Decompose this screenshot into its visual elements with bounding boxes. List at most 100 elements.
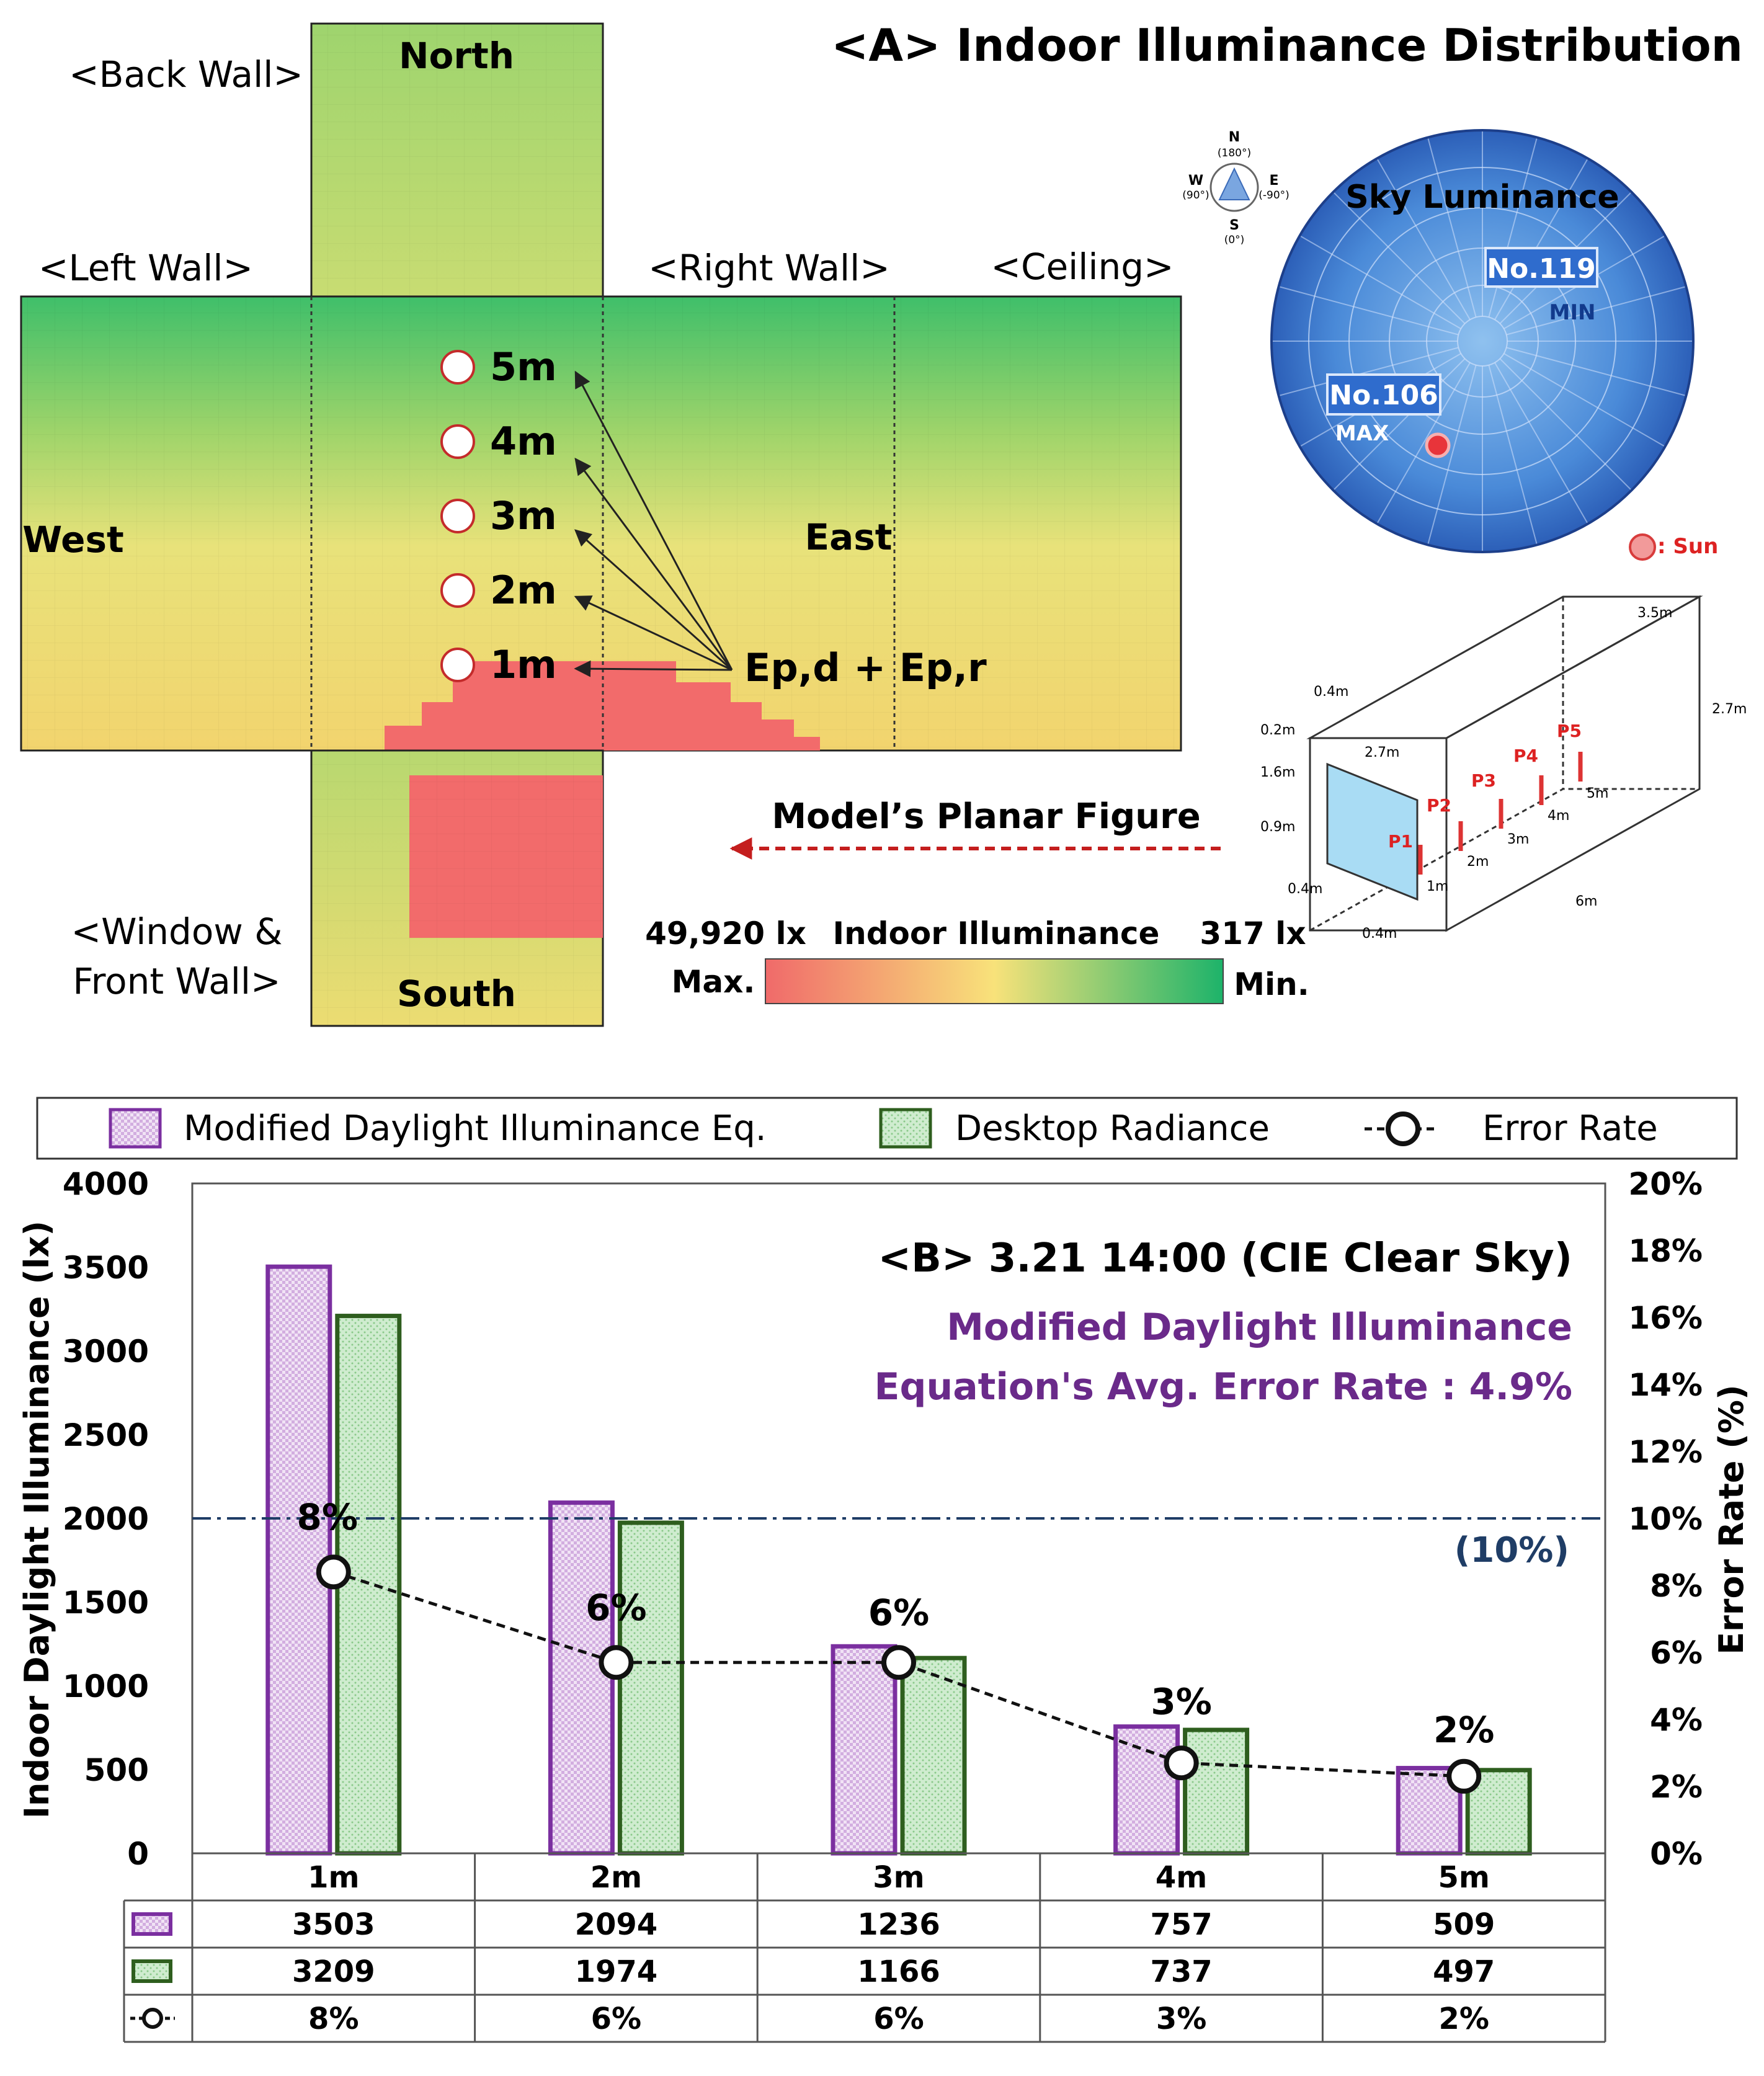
point-marker-2m <box>440 573 475 608</box>
data-table: 1m 2m 3m 4m 5m 3503 2094 1236 757 509 3209 1974 1166… <box>123 1852 1606 2043</box>
model-dimensions: 3.5m 2.7m 0.4m 0.2m 2.7m 1.6m 0.9m 0.4m … <box>1260 605 1747 942</box>
table-category-2m: 2m <box>590 1860 642 1895</box>
y2-tick-label: 16% <box>1628 1300 1703 1336</box>
y2-axis-title: Error Rate (%) <box>1712 1384 1751 1654</box>
legend-swatch-radiance <box>879 1108 932 1149</box>
arrow-2m <box>574 595 733 671</box>
min-label: MIN <box>1549 300 1596 325</box>
sun-legend-label: : Sun <box>1657 534 1718 559</box>
model-p2: P2 <box>1427 795 1451 816</box>
measurement-points: 5m 4m 3m 2m 1m Ep,d + Ep,r <box>440 344 987 690</box>
bar-radiance-3m <box>900 1655 967 1856</box>
dim-3-5m: 3.5m <box>1637 605 1672 621</box>
table-category-3m: 3m <box>873 1860 924 1895</box>
sky-spoke <box>1494 159 1588 320</box>
sky-spoke <box>1506 286 1685 336</box>
model-p1: P1 <box>1388 831 1413 852</box>
table-cell: 3% <box>1156 2002 1207 2036</box>
table-cell: 6% <box>591 2002 642 2036</box>
bar-radiance-2m <box>617 1520 684 1856</box>
point-label-2m: 2m <box>490 568 557 613</box>
error-label-5m: 2% <box>1433 1709 1494 1751</box>
window-wall-label-2: Front Wall> <box>73 960 280 1002</box>
model-window <box>1326 762 1419 901</box>
scale-min-value: 317 lx <box>1200 915 1306 951</box>
bar-modified-5m <box>1396 1766 1463 1856</box>
legend-label-error: Error Rate <box>1482 1108 1658 1149</box>
left-wall-label: <Left Wall> <box>38 247 253 289</box>
illuminance-distribution-panel: <A> Indoor Illuminance Distribution Nort… <box>20 19 1747 1027</box>
point-marker-5m <box>440 350 475 385</box>
table-category-4m: 4m <box>1156 1860 1207 1895</box>
y2-tick-label: 18% <box>1628 1233 1703 1269</box>
y-tick-label: 3000 <box>63 1334 149 1370</box>
south-label: South <box>397 973 516 1015</box>
max-label: MAX <box>1335 421 1389 446</box>
model-dist-3m: 3m <box>1507 832 1529 847</box>
arrow-1m <box>574 660 733 677</box>
sky-spoke <box>1499 358 1631 490</box>
table-cell: 757 <box>1150 1907 1212 1942</box>
point-marker-1m <box>440 648 475 682</box>
table-cell: 737 <box>1150 1954 1212 1989</box>
y-tick-label: 500 <box>84 1752 149 1788</box>
model-dist-1m: 1m <box>1427 879 1448 894</box>
point-marker-3m <box>440 499 475 533</box>
dim-0-2m: 0.2m <box>1260 723 1295 738</box>
sky-spoke <box>1427 365 1477 544</box>
arrow-3m <box>574 529 733 671</box>
back-wall-label: <Back Wall> <box>69 53 303 96</box>
sun-legend-icon <box>1629 533 1656 561</box>
room-model <box>1306 595 1703 932</box>
reference-line-group: (10%) <box>192 1517 1605 1570</box>
error-label-4m: 3% <box>1151 1681 1211 1723</box>
compass: N (180°) W (90°) E (-90°) S (0°) <box>1182 130 1289 246</box>
point-label-3m: 3m <box>490 493 557 538</box>
table-cell: 2094 <box>575 1907 658 1942</box>
dim-0-4m-bottom: 0.4m <box>1288 881 1322 897</box>
scale-max-value: 49,920 lx <box>645 915 806 951</box>
table-cell: 1974 <box>575 1954 658 1989</box>
table-row-icon-modified <box>131 1912 172 1936</box>
sky-spoke <box>1427 138 1477 318</box>
compass-w-deg: (90°) <box>1182 189 1209 202</box>
y2-tick-label: 0% <box>1650 1836 1703 1872</box>
sky-spoke <box>1334 192 1466 324</box>
error-point-3m <box>881 1645 916 1680</box>
point-label-1m: 1m <box>490 642 557 687</box>
model-p5: P5 <box>1557 721 1582 741</box>
back-wall-grid <box>311 24 603 296</box>
legend-swatch-modified <box>109 1108 162 1149</box>
table-category-1m: 1m <box>308 1860 359 1895</box>
model-dist-4m: 4m <box>1548 808 1569 824</box>
sun-marker-icon <box>1425 432 1451 458</box>
sky-spoke <box>1503 353 1665 447</box>
compass-s-deg: (0°) <box>1224 234 1245 246</box>
error-rate-series: 8% 6% 6% 3% 2% <box>297 1496 1494 1794</box>
error-label-3m: 6% <box>868 1592 929 1634</box>
y2-tick-label: 4% <box>1650 1702 1703 1738</box>
dim-0-4m-floor: 0.4m <box>1362 926 1397 942</box>
table-cell: 6% <box>873 2002 924 2036</box>
compass-e: E <box>1269 173 1278 189</box>
table-cell: 1166 <box>857 1954 940 1989</box>
compass-n-deg: (180°) <box>1218 147 1251 159</box>
panel-a-title: <A> Indoor Illuminance Distribution <box>831 19 1743 71</box>
sky-title: Sky Luminance <box>1345 179 1619 216</box>
model-sensors: P1 P2 P3 P4 P5 1m 2m 3m 4m 5m <box>1388 721 1608 894</box>
dim-0-4m-top: 0.4m <box>1314 684 1348 700</box>
table-cell: 3503 <box>292 1907 375 1942</box>
y2-tick-label: 2% <box>1650 1769 1703 1805</box>
dim-0-9m: 0.9m <box>1260 819 1295 835</box>
y-tick-label: 2500 <box>63 1417 149 1453</box>
sky-spoke <box>1377 362 1471 523</box>
annotation-line-1: Modified Daylight Illuminance <box>947 1306 1572 1349</box>
right-wall-label: <Right Wall> <box>648 247 890 289</box>
ep-label: Ep,d + Ep,r <box>744 645 987 690</box>
compass-n: N <box>1229 130 1240 145</box>
legend-marker-error <box>1386 1112 1420 1146</box>
sky-spoke <box>1377 159 1471 320</box>
dim-2-7m-height: 2.7m <box>1712 702 1747 717</box>
y2-tick-label: 20% <box>1628 1166 1703 1202</box>
sky-spoke <box>1334 358 1466 490</box>
